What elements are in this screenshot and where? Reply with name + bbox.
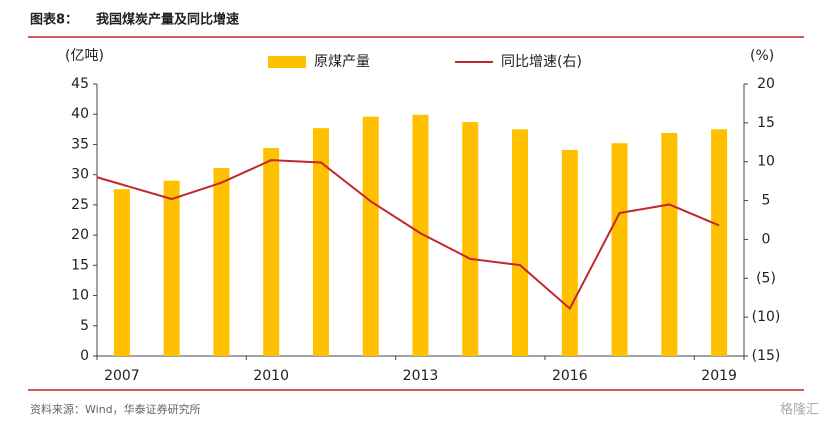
y-axis-label: (亿吨) (65, 48, 104, 64)
x-tick-label: 2013 (403, 368, 439, 384)
bar (312, 128, 329, 356)
title-prefix: 图表8： (30, 12, 78, 28)
bar (213, 168, 230, 356)
bar (412, 114, 429, 357)
y2-tick-label: 10 (757, 154, 775, 170)
y2-tick-label: (15) (752, 348, 781, 364)
legend-swatch (268, 56, 306, 68)
bar (512, 129, 529, 356)
x-tick-label: 2010 (253, 368, 289, 384)
y2-tick-label: 0 (762, 231, 771, 247)
watermark: 格隆汇 (780, 402, 819, 418)
line (96, 159, 720, 311)
bar (711, 129, 728, 356)
chart-title: 我国煤炭产量及同比增速 (96, 12, 239, 28)
y2-axis-label: (%) (750, 48, 774, 64)
y-tick-label: 20 (71, 227, 89, 243)
bar (263, 148, 280, 356)
y-tick-label: 5 (80, 318, 89, 334)
y-tick-label: 40 (71, 106, 89, 122)
y-tick-label: 35 (71, 136, 89, 152)
x-tick-label: 2016 (552, 368, 588, 384)
y2-tick-label: 20 (757, 76, 775, 92)
bar (462, 122, 479, 356)
bar (113, 189, 130, 356)
y-tick-label: 30 (71, 167, 89, 183)
y2-tick-label: 5 (762, 193, 771, 209)
y2-tick-label: 15 (757, 115, 775, 131)
y-tick-label: 0 (80, 348, 89, 364)
bar (661, 132, 678, 356)
y-tick-label: 15 (71, 257, 89, 273)
y-tick-label: 45 (71, 76, 89, 92)
y-tick-label: 10 (71, 288, 89, 304)
y2-tick-label: (10) (752, 309, 781, 325)
y-tick-label: 25 (71, 197, 89, 213)
x-tick-label: 2019 (701, 368, 737, 384)
bar (561, 149, 578, 356)
legend-label: 原煤产量 (314, 54, 370, 70)
bar (611, 143, 628, 356)
bar (362, 116, 379, 356)
source: 资料来源：Wind，华泰证券研究所 (30, 402, 201, 416)
bar (163, 180, 180, 356)
legend-label: 同比增速(右) (501, 54, 582, 70)
x-tick-label: 2007 (104, 368, 140, 384)
y2-tick-label: (5) (756, 270, 776, 286)
